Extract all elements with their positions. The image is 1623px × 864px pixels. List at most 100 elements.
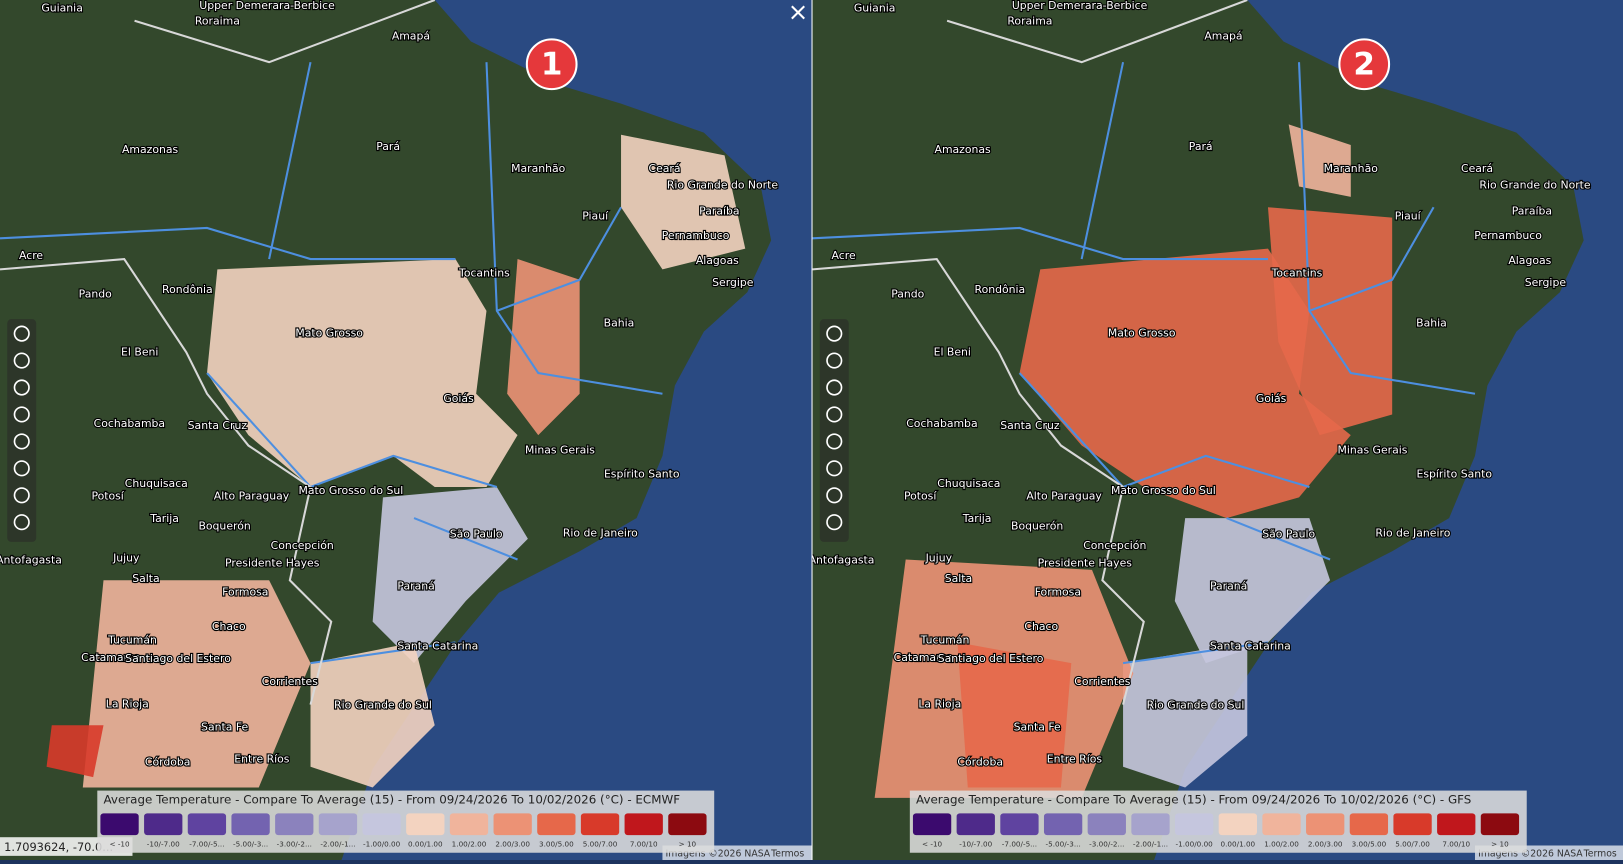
legend-swatch	[362, 813, 401, 836]
measure-button[interactable]	[826, 460, 843, 477]
place-label: Potosí	[91, 489, 124, 502]
legend-label: 3.00/5.00	[1352, 839, 1387, 848]
legend-label: 0.00/1.00	[408, 839, 443, 848]
locate-button[interactable]	[13, 406, 30, 423]
layers-button[interactable]	[826, 325, 843, 342]
place-label: Entre Ríos	[234, 752, 290, 765]
place-label: Rio Grande do Sul	[1147, 699, 1245, 712]
legend-label: -1.00/0.00	[1176, 839, 1214, 848]
place-label: Chaco	[1024, 620, 1058, 633]
legend-label: 2.00/3.00	[495, 839, 530, 848]
legend-label: < -10	[922, 839, 943, 848]
legend-swatch	[1306, 813, 1345, 836]
place-label: Paraná	[397, 579, 434, 592]
gps-button[interactable]	[826, 487, 843, 504]
gps-button[interactable]	[13, 487, 30, 504]
coordinates: 1.7093624, -70.0...	[4, 840, 113, 854]
legend-swatch	[1175, 813, 1214, 836]
place-label: Pará	[376, 140, 400, 153]
measure-button[interactable]	[13, 460, 30, 477]
legend-label: > 10	[1491, 839, 1509, 848]
legend-label: 1.00/2.00	[1264, 839, 1299, 848]
place-label: El Beni	[934, 345, 971, 358]
legend-swatch	[1000, 813, 1039, 836]
place-label: Jujuy	[112, 551, 140, 564]
place-label: Upper Demerara-Berbice	[1012, 0, 1148, 12]
search-button[interactable]	[826, 433, 843, 450]
temperature-anomaly-area	[1123, 642, 1248, 788]
temperature-anomaly-area	[310, 642, 435, 788]
place-label: Bahia	[604, 316, 635, 329]
search-button[interactable]	[13, 433, 30, 450]
draw-button[interactable]	[826, 514, 843, 531]
place-label: Amapá	[392, 29, 430, 42]
legend-swatch	[493, 813, 532, 836]
place-label: Rondônia	[975, 283, 1026, 296]
legend-title: Average Temperature - Compare To Average…	[104, 792, 681, 806]
close-button[interactable]	[791, 5, 805, 20]
attribution: Imagens ©2026 NASA	[666, 848, 771, 859]
legend-swatch	[1437, 813, 1476, 836]
legend-swatch	[1480, 813, 1520, 836]
legend-swatch	[537, 813, 576, 836]
place-label: Corrientes	[1074, 675, 1130, 688]
locate-button[interactable]	[826, 406, 843, 423]
place-label: Santa Fe	[201, 720, 248, 733]
place-label: Santa Cruz	[1000, 419, 1060, 432]
zoom-out-button[interactable]	[13, 379, 30, 396]
place-label: Amapá	[1204, 29, 1242, 42]
zoom-in-button[interactable]	[13, 352, 30, 369]
legend-swatch	[1262, 813, 1301, 836]
legend-swatch	[1349, 813, 1389, 836]
legend-label: -5.00/-3...	[233, 839, 268, 848]
layers-button[interactable]	[13, 325, 30, 342]
place-label: Santa Catarina	[1210, 640, 1291, 653]
place-label: Espírito Santo	[604, 468, 680, 481]
place-label: Córdoba	[145, 756, 191, 769]
place-label: Chuquisaca	[125, 477, 188, 490]
legend-label: -10/-7.00	[147, 839, 180, 848]
place-label: Sergipe	[712, 276, 754, 289]
place-label: Salta	[132, 572, 159, 585]
place-label: Ceará	[649, 162, 681, 175]
place-label: Piauí	[1395, 210, 1422, 223]
temperature-anomaly-area	[507, 259, 580, 436]
zoom-in-button[interactable]	[826, 352, 843, 369]
legend-swatch	[144, 813, 183, 836]
temperature-anomaly-area	[1267, 207, 1393, 436]
place-label: Goiás	[443, 392, 474, 405]
legend-label: 7.00/10	[1442, 839, 1470, 848]
place-label: Rio Grande do Sul	[334, 699, 432, 712]
place-label: Mato Grosso do Sul	[298, 484, 403, 497]
legend-swatch	[912, 813, 952, 836]
place-label: Santa Catarina	[397, 640, 478, 653]
place-label: Pando	[891, 287, 924, 300]
place-label: Acre	[19, 249, 43, 262]
legend-label: 1.00/2.00	[452, 839, 487, 848]
legend-swatch	[1043, 813, 1083, 836]
legend-title: Average Temperature - Compare To Average…	[916, 792, 1471, 806]
legend-swatch	[580, 813, 620, 836]
terms-link[interactable]: Termos	[770, 848, 804, 859]
legend-swatch	[1131, 813, 1170, 836]
draw-button[interactable]	[13, 514, 30, 531]
place-label: Boquerón	[198, 519, 250, 532]
toolbar-background	[7, 319, 37, 542]
place-label: Cochabamba	[94, 417, 165, 430]
place-label: São Paulo	[450, 528, 503, 541]
place-label: Sergipe	[1525, 276, 1567, 289]
place-label: Pernambuco	[662, 229, 730, 242]
place-label: Pará	[1189, 140, 1213, 153]
legend-label: -2.00/-1...	[320, 839, 355, 848]
zoom-out-button[interactable]	[826, 379, 843, 396]
terms-link[interactable]: Termos	[1583, 848, 1617, 859]
temperature-anomaly-area	[621, 134, 746, 270]
place-label: Amazonas	[122, 143, 179, 156]
panel-badge-number: 1	[541, 46, 563, 82]
legend-label: 5.00/7.00	[583, 839, 618, 848]
legend-label: 7.00/10	[630, 839, 658, 848]
temperature-anomaly-area	[82, 580, 311, 788]
legend: Average Temperature - Compare To Average…	[909, 790, 1527, 853]
place-label: Guiania	[854, 1, 896, 14]
place-label: Piauí	[582, 210, 609, 223]
